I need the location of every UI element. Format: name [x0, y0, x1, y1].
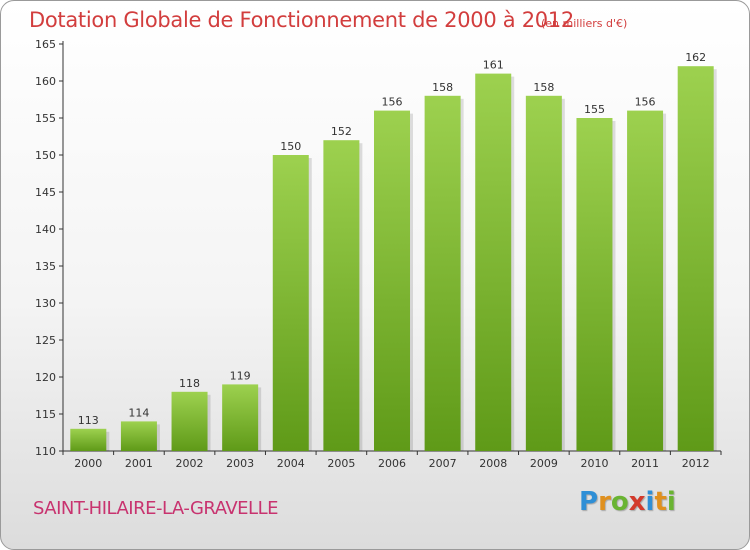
logo-letter: t: [654, 487, 667, 517]
logo-letter: i: [645, 487, 655, 517]
bar: [475, 73, 512, 451]
bar: [323, 140, 360, 451]
bar-value-label: 113: [78, 414, 99, 427]
y-tick-label: 155: [35, 112, 56, 125]
x-tick-label: 2004: [277, 457, 305, 470]
bar: [120, 421, 157, 451]
x-tick-label: 2007: [429, 457, 457, 470]
x-tick-label: 2012: [682, 457, 710, 470]
y-tick-label: 165: [35, 38, 56, 51]
bar: [272, 155, 309, 451]
y-tick-label: 135: [35, 260, 56, 273]
logo-letter: o: [610, 487, 629, 517]
x-tick-label: 2001: [125, 457, 153, 470]
bar-value-label: 158: [533, 81, 554, 94]
bar: [374, 110, 410, 451]
bar-value-label: 114: [128, 406, 149, 419]
logo-letter: P: [579, 487, 599, 517]
y-tick-label: 115: [35, 408, 56, 421]
bar-value-label: 152: [331, 125, 352, 138]
bar: [171, 391, 208, 451]
bar: [525, 95, 562, 452]
y-tick-label: 110: [35, 445, 56, 458]
bar-value-label: 150: [280, 140, 301, 153]
x-tick-label: 2002: [176, 457, 204, 470]
y-tick-label: 145: [35, 186, 56, 199]
bar-value-label: 158: [432, 81, 453, 94]
unit-label: (en milliers d'€): [541, 17, 628, 30]
logo-letter: i: [666, 487, 676, 517]
y-tick-label: 120: [35, 371, 56, 384]
y-tick-label: 150: [35, 149, 56, 162]
proxiti-logo: Proxiti: [579, 487, 676, 517]
y-tick-label: 125: [35, 334, 56, 347]
x-tick-label: 2009: [530, 457, 558, 470]
x-tick-label: 2011: [631, 457, 659, 470]
bar: [576, 118, 613, 451]
bar-value-label: 119: [230, 369, 251, 382]
commune-name: SAINT-HILAIRE-LA-GRAVELLE: [33, 498, 278, 519]
x-tick-label: 2006: [378, 457, 406, 470]
x-tick-label: 2010: [580, 457, 608, 470]
y-tick-label: 130: [35, 297, 56, 310]
x-tick-label: 2003: [226, 457, 254, 470]
x-tick-label: 2000: [74, 457, 102, 470]
bar-value-label: 118: [179, 377, 200, 390]
chart-title: Dotation Globale de Fonctionnement de 20…: [29, 8, 574, 32]
bar-value-label: 162: [685, 51, 706, 64]
bar: [222, 384, 259, 451]
bar-value-label: 156: [382, 96, 403, 109]
x-tick-label: 2008: [479, 457, 507, 470]
y-tick-label: 160: [35, 75, 56, 88]
bar-value-label: 156: [635, 96, 656, 109]
logo-letter: r: [598, 487, 611, 517]
x-tick-label: 2005: [327, 457, 355, 470]
bar-value-label: 161: [483, 59, 504, 72]
bar: [677, 66, 714, 451]
bar: [627, 110, 664, 451]
y-tick-label: 140: [35, 223, 56, 236]
bar: [424, 95, 461, 452]
logo-letter: x: [628, 487, 646, 517]
bar-value-label: 155: [584, 103, 605, 116]
bar: [70, 428, 107, 451]
